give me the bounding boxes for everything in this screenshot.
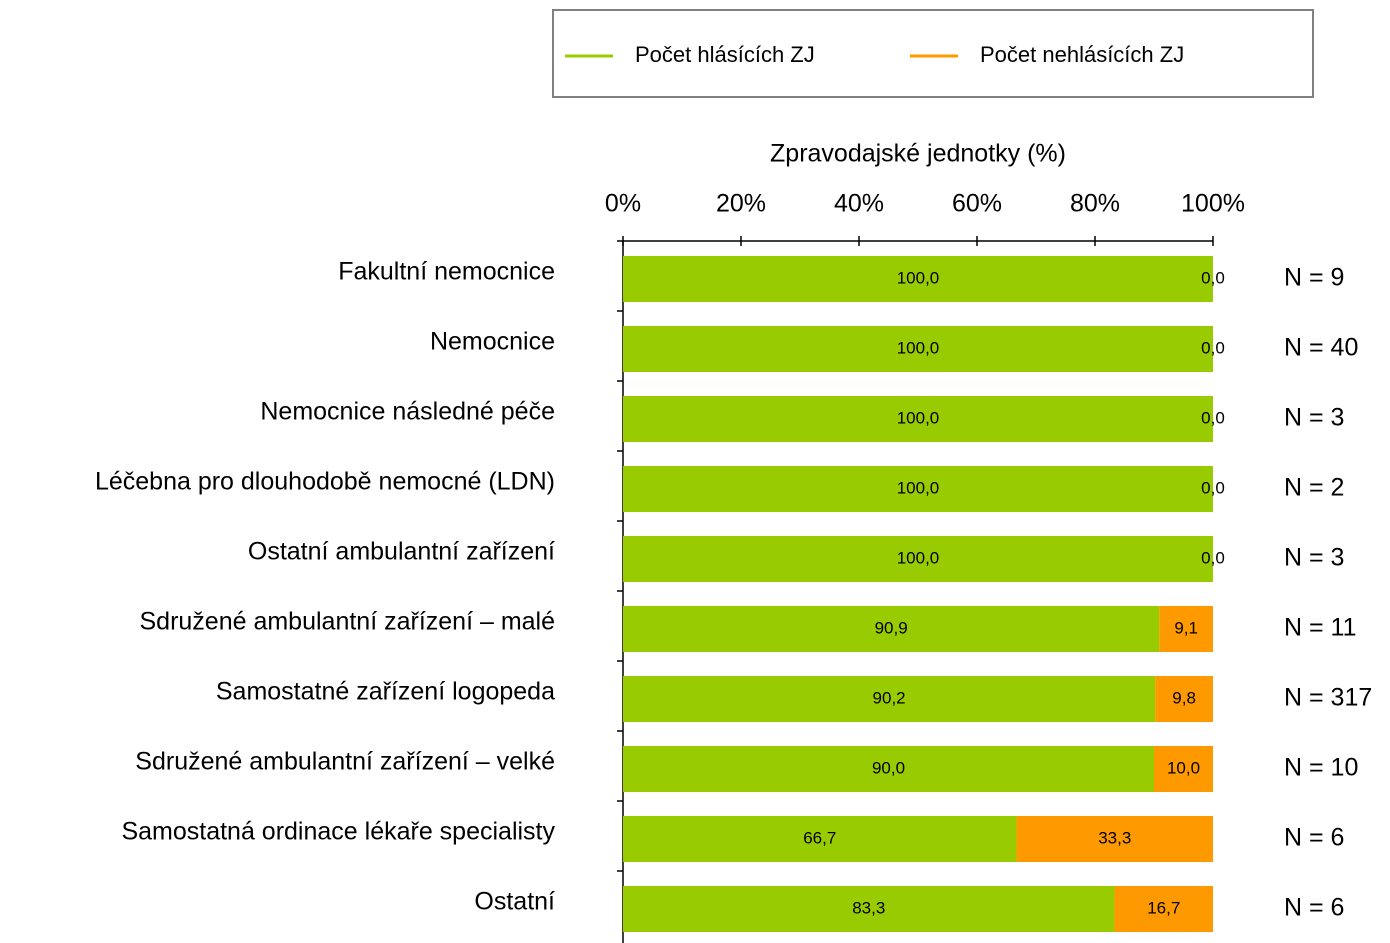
x-tick-label: 60% — [952, 190, 1002, 218]
bar-segment — [623, 676, 1156, 722]
value-label: 90,2 — [873, 688, 906, 707]
value-label: 100,0 — [897, 338, 940, 357]
value-label: 100,0 — [897, 268, 940, 287]
bar-segment — [1155, 676, 1213, 722]
y-tick-label: Sdružené ambulantní zařízení – velké — [135, 748, 555, 776]
bar-segment — [1114, 886, 1213, 932]
value-label: 0,0 — [1201, 478, 1225, 497]
bar-segment — [623, 466, 1213, 512]
bar-segment — [623, 536, 1213, 582]
y-tick-label: Sdružené ambulantní zařízení – malé — [139, 608, 555, 636]
value-label: 0,0 — [1201, 408, 1225, 427]
x-tick-label: 80% — [1070, 190, 1120, 218]
x-tick-label: 20% — [716, 190, 766, 218]
y-tick-label: Léčebna pro dlouhodobě nemocné (LDN) — [95, 468, 555, 496]
x-tick-label: 100% — [1181, 190, 1245, 218]
bar-segment — [623, 326, 1213, 372]
bar-segment — [623, 606, 1160, 652]
y-tick-label: Ostatní — [474, 888, 555, 916]
n-label: N = 9 — [1284, 264, 1344, 292]
n-label: N = 40 — [1284, 334, 1358, 362]
value-label: 0,0 — [1201, 338, 1225, 357]
bar-segment — [623, 746, 1154, 792]
y-tick-label: Nemocnice následné péče — [260, 398, 555, 426]
value-label: 10,0 — [1167, 758, 1200, 777]
bar-segment — [623, 886, 1115, 932]
value-label: 0,0 — [1201, 268, 1225, 287]
value-label: 100,0 — [897, 408, 940, 427]
legend-label: Počet hlásících ZJ — [635, 42, 815, 67]
bar-segment — [623, 256, 1213, 302]
bar-segment — [623, 816, 1017, 862]
axis-title: Zpravodajské jednotky (%) — [770, 140, 1066, 168]
value-label: 0,0 — [1201, 548, 1225, 567]
value-label: 9,8 — [1172, 688, 1196, 707]
value-label: 66,7 — [803, 828, 836, 847]
n-label: N = 11 — [1284, 614, 1357, 642]
y-tick-label: Samostatná ordinace lékaře specialisty — [121, 818, 555, 846]
x-tick-label: 0% — [605, 190, 641, 218]
value-label: 33,3 — [1098, 828, 1131, 847]
value-label: 100,0 — [897, 478, 940, 497]
value-label: 100,0 — [897, 548, 940, 567]
x-tick-label: 40% — [834, 190, 884, 218]
value-label: 90,9 — [875, 618, 908, 637]
bar-segment — [623, 396, 1213, 442]
n-label: N = 3 — [1284, 404, 1344, 432]
y-tick-label: Ostatní ambulantní zařízení — [248, 538, 555, 566]
n-label: N = 317 — [1284, 684, 1372, 712]
value-label: 9,1 — [1174, 618, 1198, 637]
y-tick-label: Samostatné zařízení logopeda — [216, 678, 555, 706]
legend-label: Počet nehlásících ZJ — [980, 42, 1184, 67]
n-label: N = 2 — [1284, 474, 1344, 502]
value-label: 16,7 — [1147, 898, 1180, 917]
n-label: N = 6 — [1284, 894, 1344, 922]
n-label: N = 6 — [1284, 824, 1344, 852]
n-label: N = 10 — [1284, 754, 1358, 782]
bar-segment — [1154, 746, 1213, 792]
legend-box — [552, 9, 1314, 98]
value-label: 83,3 — [852, 898, 885, 917]
bar-segment — [1016, 816, 1213, 862]
n-label: N = 3 — [1284, 544, 1344, 572]
y-tick-label: Fakultní nemocnice — [338, 258, 555, 286]
value-label: 90,0 — [872, 758, 905, 777]
bar-segment — [1159, 606, 1213, 652]
y-tick-label: Nemocnice — [430, 328, 555, 356]
